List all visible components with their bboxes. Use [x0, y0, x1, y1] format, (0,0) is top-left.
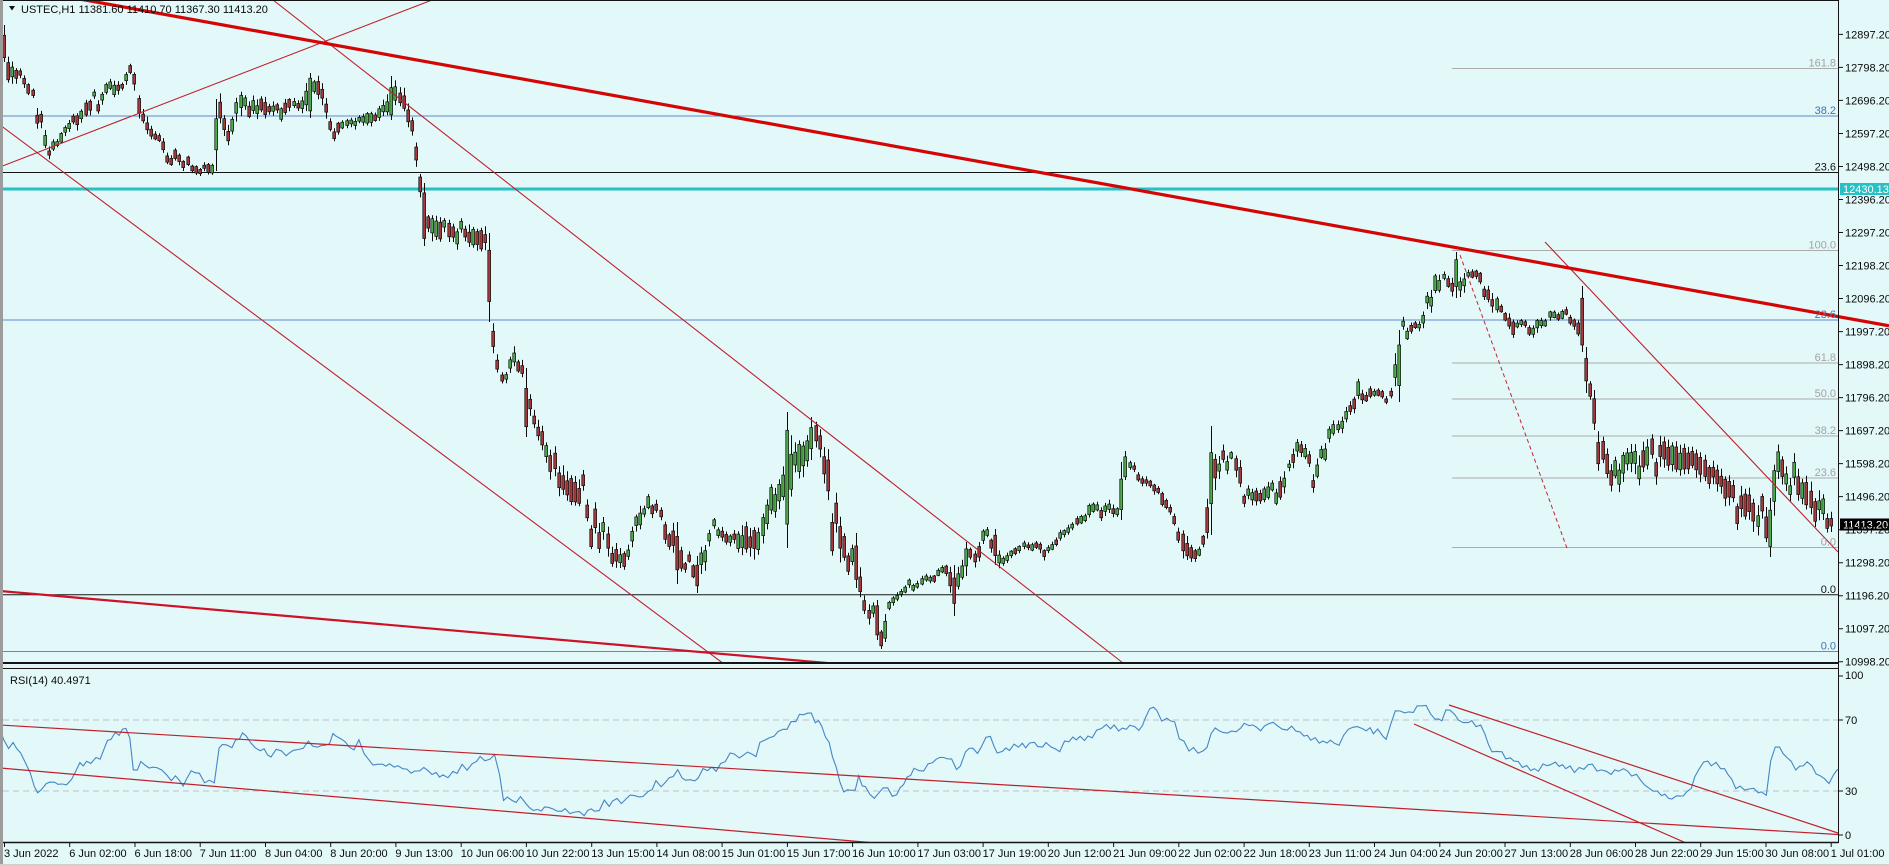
svg-text:27 Jun 13:00: 27 Jun 13:00 — [1505, 848, 1569, 860]
svg-text:12297.20: 12297.20 — [1845, 228, 1889, 240]
svg-text:15 Jun 01:00: 15 Jun 01:00 — [722, 848, 786, 860]
svg-text:0.0: 0.0 — [1821, 641, 1836, 653]
svg-text:23 Jun 11:00: 23 Jun 11:00 — [1309, 848, 1372, 860]
svg-text:12897.20: 12897.20 — [1845, 29, 1889, 41]
svg-text:38.2: 38.2 — [1815, 425, 1836, 437]
svg-text:11997.20: 11997.20 — [1845, 327, 1889, 339]
svg-text:50.0: 50.0 — [1815, 388, 1836, 400]
svg-text:11697.20: 11697.20 — [1845, 426, 1889, 438]
svg-text:12396.20: 12396.20 — [1845, 195, 1889, 207]
svg-text:28 Jun 06:00: 28 Jun 06:00 — [1570, 848, 1634, 860]
svg-text:23.6: 23.6 — [1815, 467, 1836, 479]
svg-text:70: 70 — [1845, 715, 1857, 727]
svg-text:12696.20: 12696.20 — [1845, 95, 1889, 107]
svg-text:30: 30 — [1845, 786, 1857, 798]
svg-text:17 Jun 03:00: 17 Jun 03:00 — [917, 848, 981, 860]
svg-text:11397.20: 11397.20 — [1845, 525, 1889, 537]
svg-text:7 Jun 11:00: 7 Jun 11:00 — [200, 848, 257, 860]
svg-text:6 Jun 02:00: 6 Jun 02:00 — [69, 848, 127, 860]
svg-text:11898.20: 11898.20 — [1845, 360, 1889, 372]
svg-text:11496.20: 11496.20 — [1845, 492, 1889, 504]
svg-text:10 Jun 06:00: 10 Jun 06:00 — [461, 848, 525, 860]
svg-text:13 Jun 15:00: 13 Jun 15:00 — [591, 848, 655, 860]
svg-text:11298.20: 11298.20 — [1845, 558, 1889, 570]
svg-text:3 Jun 2022: 3 Jun 2022 — [4, 848, 58, 860]
svg-text:17 Jun 19:00: 17 Jun 19:00 — [983, 848, 1047, 860]
svg-text:24 Jun 04:00: 24 Jun 04:00 — [1374, 848, 1438, 860]
svg-text:23.6: 23.6 — [1815, 162, 1836, 174]
svg-text:12498.20: 12498.20 — [1845, 162, 1889, 174]
svg-text:10 Jun 22:00: 10 Jun 22:00 — [526, 848, 590, 860]
svg-text:11796.20: 11796.20 — [1845, 393, 1889, 405]
svg-text:100.0: 100.0 — [1808, 240, 1836, 252]
svg-text:16 Jun 10:00: 16 Jun 10:00 — [852, 848, 916, 860]
svg-text:21 Jun 09:00: 21 Jun 09:00 — [1113, 848, 1177, 860]
svg-text:1 Jul 01:00: 1 Jul 01:00 — [1831, 848, 1885, 860]
svg-text:8 Jun 20:00: 8 Jun 20:00 — [330, 848, 388, 860]
svg-text:30 Jun 08:00: 30 Jun 08:00 — [1766, 848, 1830, 860]
svg-text:38.2: 38.2 — [1815, 105, 1836, 117]
svg-text:9 Jun 13:00: 9 Jun 13:00 — [395, 848, 453, 860]
svg-text:12430.13: 12430.13 — [1843, 184, 1889, 196]
svg-text:28 Jun 22:00: 28 Jun 22:00 — [1635, 848, 1699, 860]
svg-text:24 Jun 20:00: 24 Jun 20:00 — [1439, 848, 1503, 860]
svg-text:0: 0 — [1845, 830, 1851, 842]
svg-text:RSI(14) 40.4971: RSI(14) 40.4971 — [10, 675, 91, 687]
svg-text:11598.20: 11598.20 — [1845, 459, 1889, 471]
svg-text:61.8: 61.8 — [1815, 352, 1836, 364]
svg-text:22 Jun 02:00: 22 Jun 02:00 — [1178, 848, 1242, 860]
svg-text:15 Jun 17:00: 15 Jun 17:00 — [787, 848, 851, 860]
svg-text:0.0: 0.0 — [1821, 537, 1836, 549]
svg-text:12096.20: 12096.20 — [1845, 294, 1889, 306]
svg-text:14 Jun 08:00: 14 Jun 08:00 — [656, 848, 720, 860]
svg-text:0.0: 0.0 — [1821, 584, 1836, 596]
svg-text:161.8: 161.8 — [1808, 58, 1836, 70]
svg-text:29 Jun 15:00: 29 Jun 15:00 — [1700, 848, 1764, 860]
svg-text:12798.20: 12798.20 — [1845, 62, 1889, 74]
svg-text:USTEC,H1 11381.60 11410.70 11: USTEC,H1 11381.60 11410.70 11367.30 1141… — [21, 4, 268, 16]
svg-text:11097.20: 11097.20 — [1845, 624, 1889, 636]
svg-text:11413.20: 11413.20 — [1843, 520, 1888, 532]
svg-text:10998.20: 10998.20 — [1845, 657, 1889, 669]
svg-text:100: 100 — [1845, 670, 1863, 682]
svg-text:6 Jun 18:00: 6 Jun 18:00 — [135, 848, 193, 860]
svg-text:20 Jun 12:00: 20 Jun 12:00 — [1048, 848, 1112, 860]
svg-text:12597.20: 12597.20 — [1845, 129, 1889, 141]
svg-text:8 Jun 04:00: 8 Jun 04:00 — [265, 848, 323, 860]
svg-text:23.6: 23.6 — [1815, 309, 1836, 321]
svg-text:12198.20: 12198.20 — [1845, 261, 1889, 273]
svg-text:11196.20: 11196.20 — [1845, 591, 1889, 603]
svg-text:22 Jun 18:00: 22 Jun 18:00 — [1244, 848, 1308, 860]
